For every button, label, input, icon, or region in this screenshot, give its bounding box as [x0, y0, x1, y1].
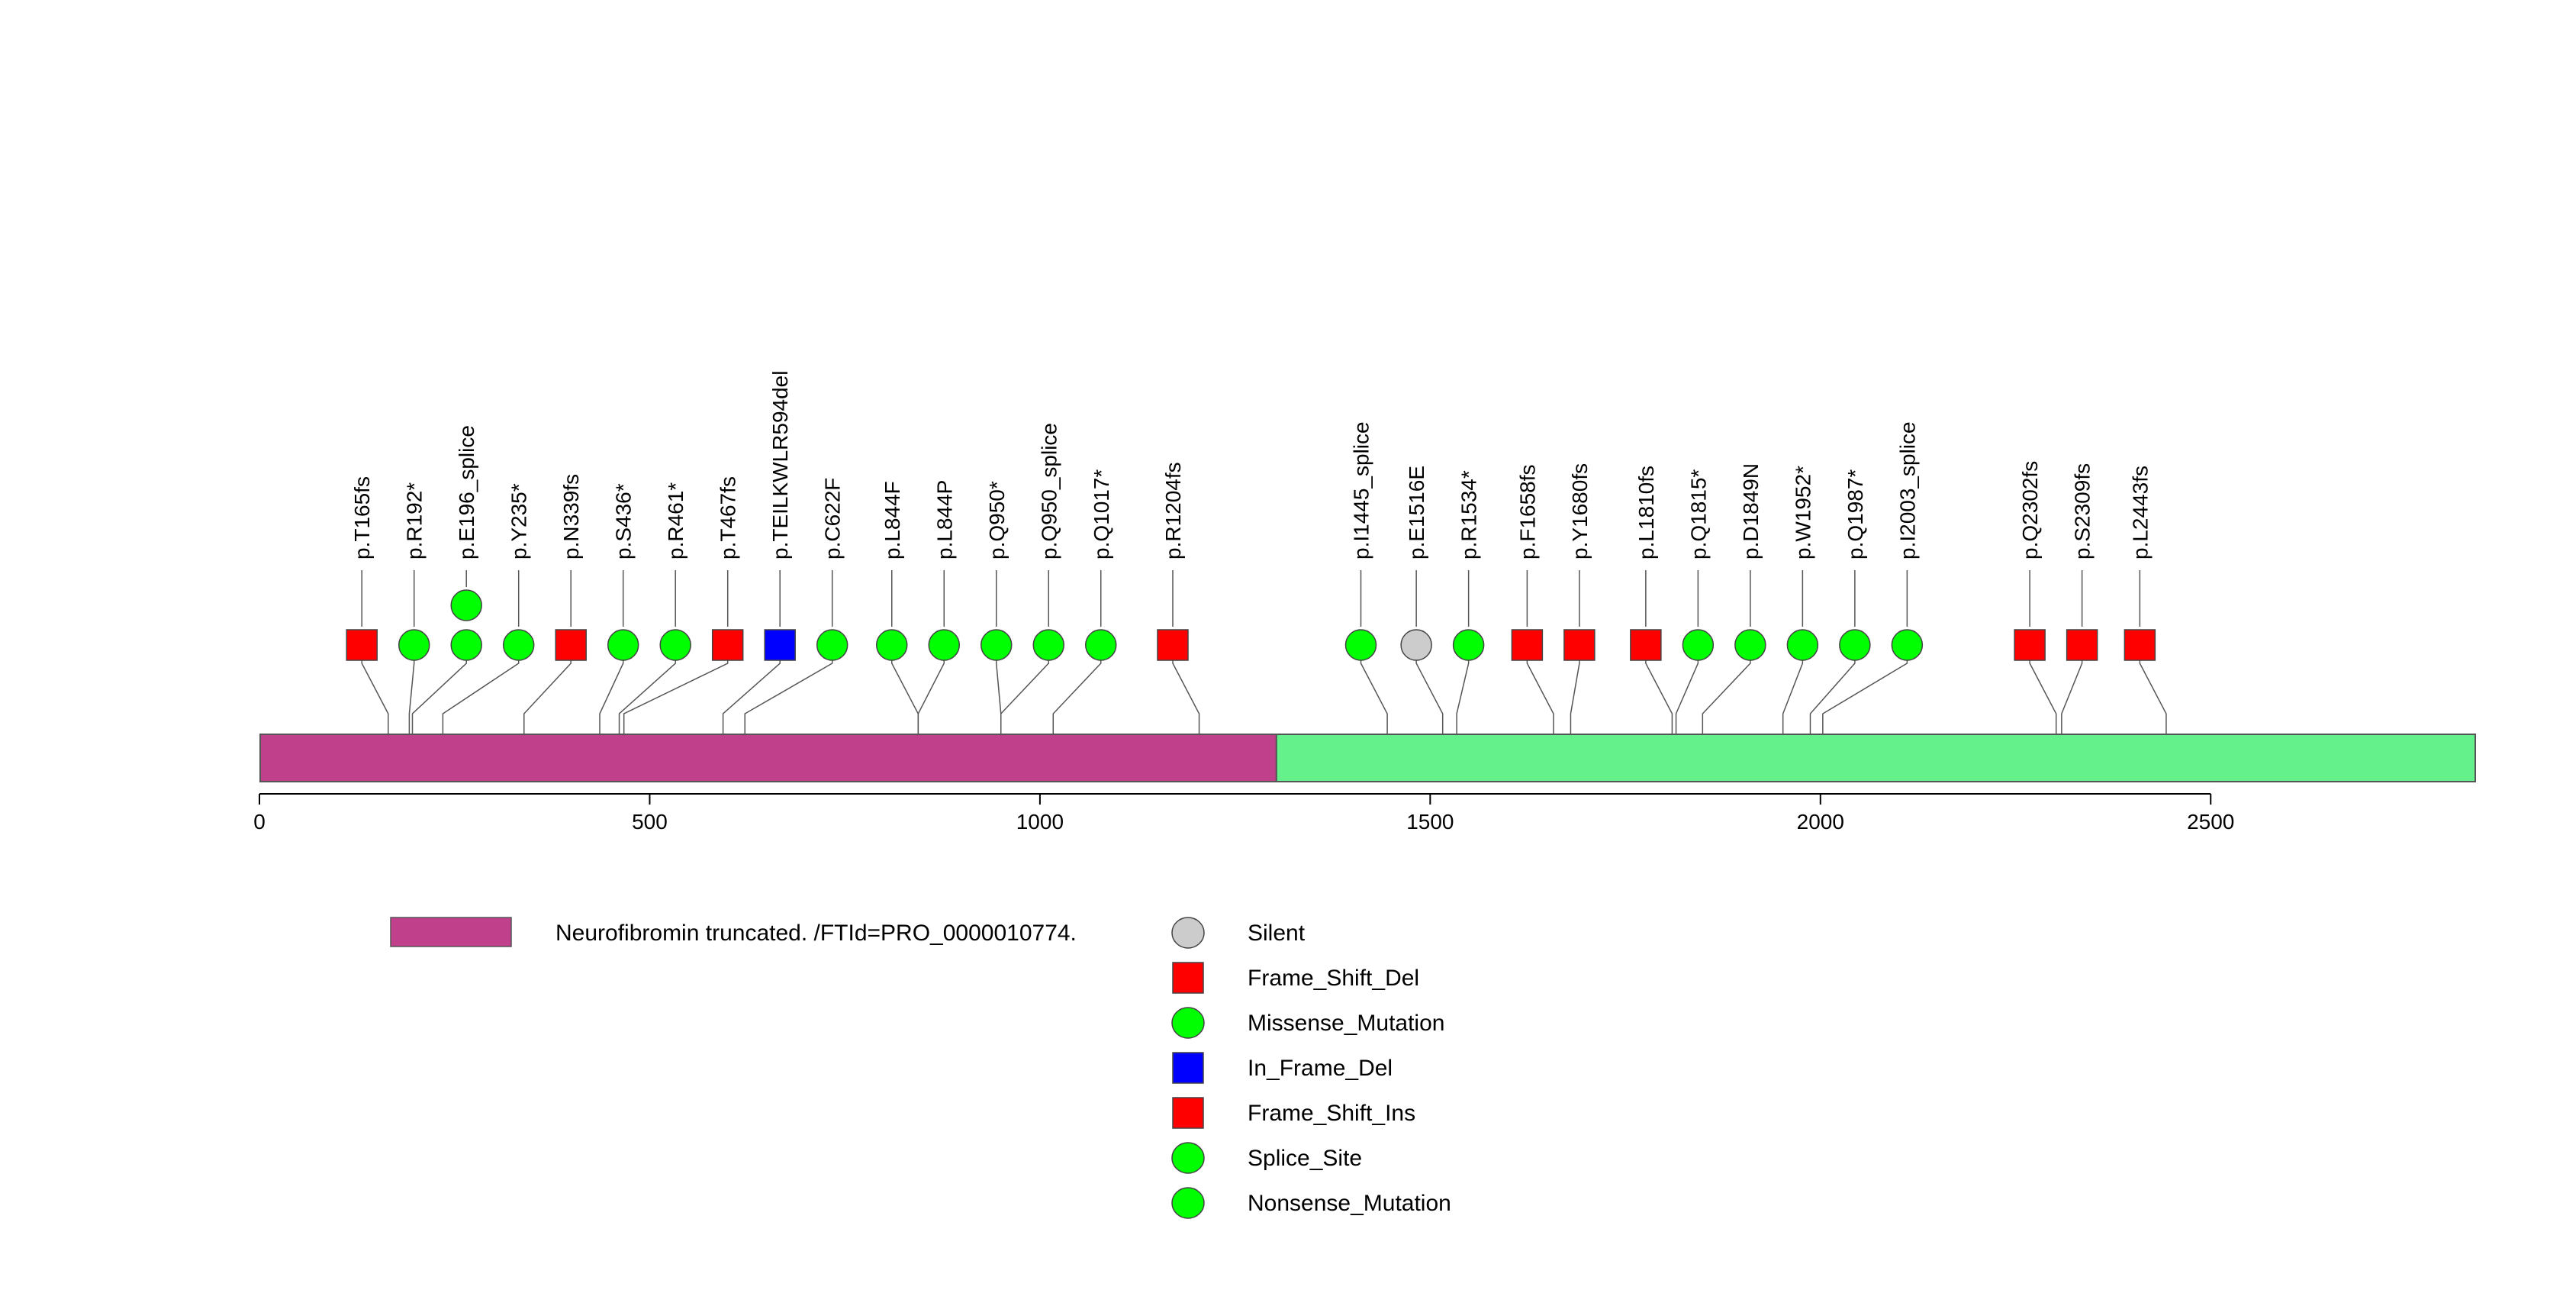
legend-domain-label: Neurofibromin truncated. /FTId=PRO_00000…	[555, 921, 1077, 946]
mutation-label-p-w1952stop: p.W1952*	[1791, 466, 1814, 560]
marker-p-n339fs	[555, 629, 587, 661]
mutation-label-p-q950-splice: p.Q950_splice	[1037, 423, 1061, 560]
marker-p-d1849n	[1734, 629, 1766, 661]
mutation-label-p-r1204fs: p.R1204fs	[1161, 462, 1185, 560]
legend-label-frame-shift-ins: Frame_Shift_Ins	[1248, 1101, 1415, 1126]
domain-neurofibromin-truncated	[259, 734, 1277, 782]
mutation-label-p-i2003-splice: p.I2003_splice	[1895, 421, 1919, 560]
domain-region-2	[1275, 734, 2476, 782]
marker-p-c622f	[816, 629, 848, 661]
marker-p-l844f	[876, 629, 908, 661]
x-axis: 0 500 1000 1500 2000 2500	[253, 793, 2234, 834]
legend-swatch-in-frame-del	[1172, 1052, 1204, 1084]
mutation-label-p-y1680fs: p.Y1680fs	[1568, 463, 1592, 560]
mutation-label-p-t467fs: p.T467fs	[716, 476, 740, 560]
marker-p-q2302fs	[2014, 629, 2046, 661]
legend-swatch-silent	[1171, 917, 1205, 949]
mutation-label-p-l2443fs: p.L2443fs	[2128, 466, 2152, 560]
marker-p-q950-splice	[1032, 629, 1065, 661]
mutation-label-p-e196-splice: p.E196_splice	[455, 425, 478, 560]
mutation-markers	[346, 589, 2156, 661]
mutation-label-p-r461stop: p.R461*	[664, 482, 687, 560]
connector-p-i2003-splice	[1822, 645, 1908, 734]
mutation-label-p-c622f: p.C622F	[821, 478, 845, 560]
mutation-label-p-l844f: p.L844F	[881, 481, 904, 560]
legend-label-frame-shift-del: Frame_Shift_Del	[1248, 966, 1419, 991]
mutation-label-p-s436stop: p.S436*	[612, 483, 636, 560]
mutation-label-p-q950stop: p.Q950*	[985, 481, 1009, 560]
marker-p-t467fs	[711, 629, 744, 661]
marker-p-e196-splice	[450, 629, 482, 661]
marker-p-i2003-splice	[1891, 629, 1924, 661]
marker-p-t165fs	[346, 629, 378, 661]
mutation-label-p-l1810fs: p.L1810fs	[1634, 466, 1658, 560]
x-tick-label-500: 500	[632, 810, 668, 834]
marker-p-s2309fs	[2066, 629, 2098, 661]
mutation-label-p-d1849n: p.D1849N	[1739, 463, 1763, 560]
x-tick-label-1500: 1500	[1406, 810, 1454, 834]
mutation-label-p-n339fs: p.N339fs	[559, 474, 583, 560]
x-tick-label-2000: 2000	[1797, 810, 1844, 834]
mutation-label-p-q1987stop: p.Q1987*	[1843, 469, 1867, 560]
marker-p-r1534stop	[1452, 629, 1485, 661]
marker-p-r1204fs	[1157, 629, 1189, 661]
legend-swatch-frame-shift-del	[1172, 962, 1204, 994]
legend-label-splice-site: Splice_Site	[1248, 1146, 1362, 1171]
marker-p-teilkwlr594del	[764, 629, 796, 661]
x-tick-label-0: 0	[253, 810, 266, 834]
marker-p-q1815stop	[1682, 629, 1715, 661]
marker-p-e196-splice-2	[450, 589, 482, 621]
marker-p-y1680fs	[1563, 629, 1596, 661]
marker-p-l844p	[928, 629, 961, 661]
marker-p-i1445-splice	[1344, 629, 1377, 661]
marker-p-y235stop	[502, 629, 535, 661]
mutation-label-p-s2309fs: p.S2309fs	[2071, 463, 2095, 560]
x-tick-label-1000: 1000	[1016, 810, 1064, 834]
marker-p-r192stop	[398, 629, 430, 661]
marker-p-l2443fs	[2124, 629, 2156, 661]
legend: Neurofibromin truncated. /FTId=PRO_00000…	[390, 917, 1451, 1219]
mutation-label-p-r192stop: p.R192*	[403, 482, 427, 560]
mutation-label-p-e1516e: p.E1516E	[1405, 466, 1428, 560]
marker-p-s436stop	[607, 629, 639, 661]
marker-p-l1810fs	[1630, 629, 1662, 661]
mutation-labels: p.T165fs p.R192* p.E196_splice p.Y235* p.N33…	[350, 371, 2152, 560]
legend-swatch-missense-mutation	[1171, 1007, 1205, 1039]
legend-swatch-frame-shift-ins	[1172, 1097, 1204, 1129]
marker-p-q950stop	[980, 629, 1013, 661]
mutation-label-p-q2302fs: p.Q2302fs	[2018, 461, 2042, 560]
legend-label-nonsense-mutation: Nonsense_Mutation	[1248, 1191, 1451, 1216]
mutation-label-p-q1017stop: p.Q1017*	[1090, 469, 1113, 560]
marker-p-q1017stop	[1085, 629, 1117, 661]
marker-p-w1952stop	[1786, 629, 1819, 661]
mutation-label-p-i1445-splice: p.I1445_splice	[1350, 421, 1373, 560]
marker-p-q1987stop	[1839, 629, 1871, 661]
mutation-label-p-r1534stop: p.R1534*	[1457, 470, 1481, 560]
legend-swatch-nonsense-mutation	[1171, 1187, 1205, 1219]
x-tick-label-2500: 2500	[2187, 810, 2234, 834]
legend-label-silent: Silent	[1248, 921, 1306, 946]
legend-label-in-frame-del: In_Frame_Del	[1248, 1056, 1393, 1081]
mutation-label-p-y235stop: p.Y235*	[507, 483, 531, 560]
mutation-label-p-teilkwlr594del: p.TEILKWLR594del	[768, 371, 792, 560]
mutation-label-p-t165fs: p.T165fs	[350, 476, 374, 560]
mutation-label-p-l844p: p.L844P	[932, 480, 956, 560]
legend-swatch-splice-site	[1171, 1142, 1205, 1174]
connector-p-y235stop	[442, 645, 520, 734]
mutation-label-p-f1658fs: p.F1658fs	[1515, 464, 1539, 560]
marker-p-f1658fs	[1511, 629, 1544, 661]
legend-label-missense-mutation: Missense_Mutation	[1248, 1011, 1444, 1036]
protein-domains	[259, 734, 2476, 782]
mutation-label-p-q1815stop: p.Q1815*	[1686, 469, 1710, 560]
legend-domain-swatch	[390, 917, 512, 947]
marker-p-e1516e	[1400, 629, 1432, 661]
marker-p-r461stop	[659, 629, 691, 661]
